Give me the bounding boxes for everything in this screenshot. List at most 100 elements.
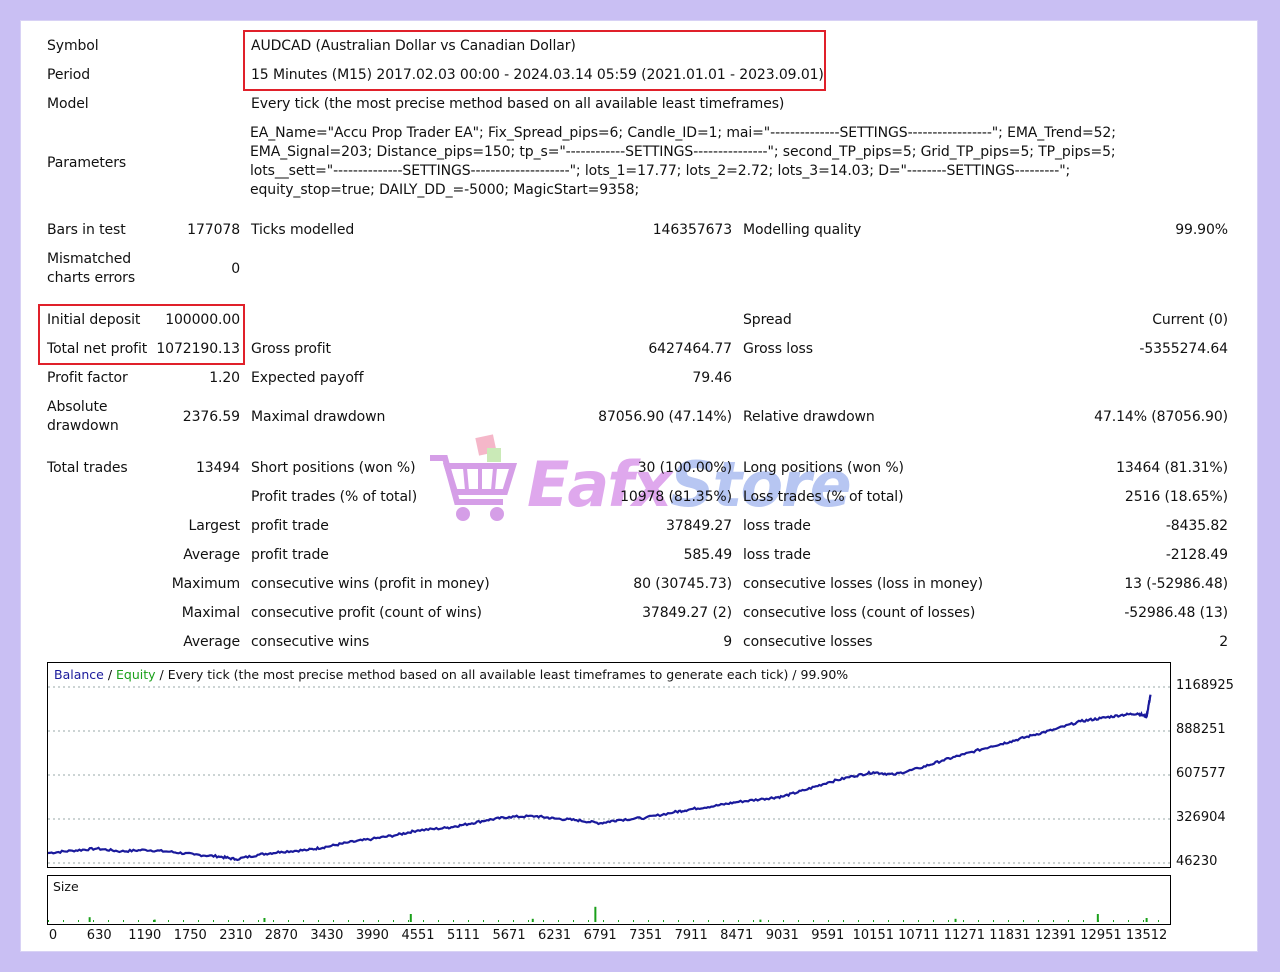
avg-wins-label: consecutive wins (251, 634, 370, 650)
largest-profit-value: 37849.27 (665, 518, 732, 534)
average-profit-value: 585.49 (683, 547, 732, 563)
y-tick-label: 326904 (1176, 809, 1226, 825)
grossloss-value: -5355274.64 (1139, 341, 1228, 357)
x-tick-label: 6791 (583, 928, 617, 943)
pf-value: 1.20 (209, 370, 240, 386)
short-label: Short positions (won %) (251, 460, 416, 476)
legend-description: / Every tick (the most precise method ba… (155, 667, 849, 682)
bars-value: 177078 (187, 222, 240, 238)
cart-icon (430, 434, 518, 521)
grossloss-label: Gross loss (743, 341, 813, 357)
grossprofit-value: 6427464.77 (648, 341, 732, 357)
parameters-value: EA_Name="Accu Prop Trader EA"; Fix_Sprea… (250, 124, 1116, 200)
absdd-label-2: drawdown (47, 418, 119, 434)
short-value: 30 (100.00%) (637, 460, 732, 476)
long-label: Long positions (won %) (743, 460, 904, 476)
x-tick-label: 8471 (720, 928, 754, 943)
balance-chart-svg (48, 686, 1170, 864)
largest-profit-label: profit trade (251, 518, 329, 534)
legend-balance: Balance (54, 667, 104, 682)
x-tick-label: 3430 (310, 928, 344, 943)
model-value: Every tick (the most precise method base… (251, 96, 785, 112)
x-tick-label: 12951 (1080, 928, 1122, 943)
x-tick-label: 630 (86, 928, 112, 943)
absdd-value: 2376.59 (182, 409, 240, 425)
quality-value: 99.90% (1175, 222, 1228, 238)
x-tick-label: 1750 (173, 928, 207, 943)
ticks-label: Ticks modelled (251, 222, 355, 238)
period-value: 15 Minutes (M15) 2017.02.03 00:00 - 2024… (251, 67, 824, 83)
profittr-value: 10978 (81.35%) (620, 489, 732, 505)
average-loss-value: -2128.49 (1165, 547, 1228, 563)
watermark-text-1: Eafx (527, 448, 672, 521)
maximal-label: Maximal (181, 605, 240, 621)
y-tick-label: 1168925 (1176, 678, 1234, 693)
x-tick-label: 5671 (492, 928, 526, 943)
spread-label: Spread (743, 312, 792, 328)
period-label: Period (47, 67, 91, 83)
mismatch-label-1: Mismatched (47, 251, 132, 267)
maximal-profit-value: 37849.27 (2) (642, 605, 732, 621)
x-tick-label: 2310 (219, 928, 253, 943)
size-bar (263, 918, 266, 922)
size-bar (594, 906, 597, 922)
netprofit-label: Total net profit (47, 341, 148, 357)
eafxstore-watermark: EafxStore (425, 430, 865, 540)
x-tick-label: 5111 (446, 928, 481, 943)
x-tick-label: 7351 (629, 928, 663, 943)
payoff-value: 79.46 (692, 370, 732, 386)
ticks-value: 146357673 (652, 222, 732, 238)
losstr-value: 2516 (18.65%) (1124, 489, 1228, 505)
size-bar (759, 919, 762, 922)
watermark-text: EafxStore (527, 448, 852, 521)
size-bar (153, 919, 156, 922)
losstr-label: Loss trades (% of total) (743, 489, 904, 505)
maximal-loss-value: -52986.48 (13) (1124, 605, 1228, 621)
parameters-line: EMA_Signal=203; Distance_pips=150; tp_s=… (250, 144, 1116, 160)
x-tick-label: 10711 (898, 928, 940, 943)
maximal-loss-label: consecutive loss (count of losses) (743, 605, 976, 621)
maximum-label: Maximum (171, 576, 240, 592)
size-bar (1096, 914, 1099, 922)
symbol-value: AUDCAD (Australian Dollar vs Canadian Do… (251, 38, 576, 54)
x-tick-label: 10151 (852, 928, 894, 943)
size-chart: Size (47, 875, 1171, 925)
bars-label: Bars in test (47, 222, 126, 238)
x-tick-label: 9591 (811, 928, 845, 943)
largest-loss-label: loss trade (743, 518, 811, 534)
x-tick-label: 6231 (538, 928, 572, 943)
balance-chart: Balance / Equity / Every tick (the most … (47, 662, 1171, 868)
x-tick-label: 3990 (355, 928, 389, 943)
max-losses-label: consecutive losses (loss in money) (743, 576, 983, 592)
watermark-text-2: Store (670, 448, 852, 521)
maxdd-label: Maximal drawdown (251, 409, 386, 425)
deposit-label: Initial deposit (47, 312, 141, 328)
long-value: 13464 (81.31%) (1116, 460, 1228, 476)
trades-value: 13494 (195, 460, 240, 476)
avg-losses-value: 2 (1219, 634, 1228, 650)
deposit-profit-highlight (38, 304, 245, 365)
max-wins-value: 80 (30745.73) (633, 576, 732, 592)
trades-label: Total trades (47, 460, 128, 476)
parameters-line: EA_Name="Accu Prop Trader EA"; Fix_Sprea… (250, 125, 1116, 141)
size-label: Size (53, 879, 79, 894)
y-tick-label: 607577 (1176, 766, 1226, 781)
parameters-line: equity_stop=true; DAILY_DD_=-5000; Magic… (250, 182, 640, 198)
symbol-period-highlight (243, 30, 826, 91)
size-bar (1145, 918, 1148, 922)
max-wins-label: consecutive wins (profit in money) (251, 576, 490, 592)
avg-wins-value: 9 (723, 634, 732, 650)
average-consec-label: Average (183, 634, 240, 650)
x-tick-label: 11271 (943, 928, 986, 943)
x-tick-label: 0 (48, 928, 58, 943)
profittr-label: Profit trades (% of total) (251, 489, 418, 505)
chart-legend: Balance / Equity / Every tick (the most … (54, 667, 848, 682)
model-label: Model (47, 96, 89, 112)
legend-separator: / (103, 667, 117, 682)
parameters-label: Parameters (47, 155, 127, 171)
reldd-value: 47.14% (87056.90) (1094, 409, 1228, 425)
x-tick-label: 1190 (128, 928, 162, 943)
largest-loss-value: -8435.82 (1165, 518, 1228, 534)
size-bar (531, 918, 534, 922)
x-tick-label: 4551 (401, 928, 435, 943)
